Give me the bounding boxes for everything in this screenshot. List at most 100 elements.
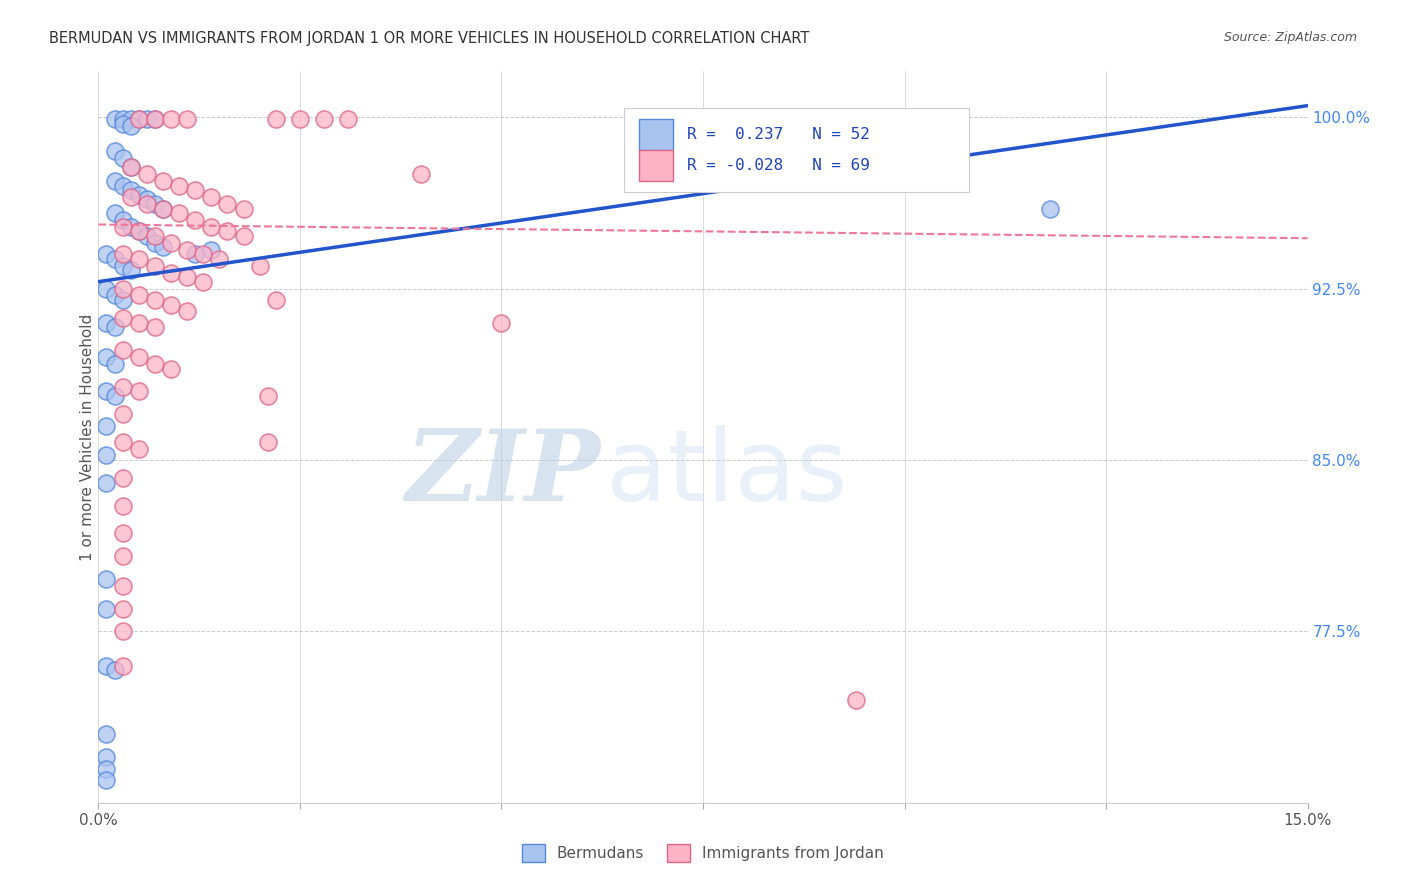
Point <box>111 178 134 193</box>
Point <box>337 112 360 127</box>
Point <box>143 235 166 250</box>
Point <box>176 112 198 127</box>
Point <box>96 601 118 615</box>
Point <box>96 727 118 741</box>
Point <box>152 240 174 254</box>
Point <box>256 389 278 403</box>
FancyBboxPatch shape <box>638 119 673 150</box>
Point <box>193 247 215 261</box>
Point <box>111 112 134 127</box>
Point <box>135 228 157 243</box>
Point <box>103 112 125 127</box>
Point <box>120 263 142 277</box>
Point <box>111 624 134 639</box>
Point <box>103 145 125 159</box>
Point <box>96 572 118 586</box>
Point <box>143 197 166 211</box>
Point <box>111 311 134 326</box>
Point <box>193 275 215 289</box>
Point <box>103 252 125 266</box>
Point <box>111 601 134 615</box>
Point <box>111 151 134 165</box>
Point <box>232 228 254 243</box>
Text: atlas: atlas <box>606 425 848 522</box>
Point <box>152 174 174 188</box>
Point <box>128 112 150 127</box>
Point <box>128 187 150 202</box>
Point <box>160 297 183 311</box>
Text: R = -0.028   N = 69: R = -0.028 N = 69 <box>688 158 870 173</box>
Point <box>111 658 134 673</box>
Point <box>96 418 118 433</box>
Point <box>120 161 142 175</box>
Point <box>96 448 118 462</box>
Text: Source: ZipAtlas.com: Source: ZipAtlas.com <box>1223 31 1357 45</box>
FancyBboxPatch shape <box>638 151 673 181</box>
Point <box>111 219 134 234</box>
Point <box>103 288 125 302</box>
Point <box>167 178 190 193</box>
Point <box>111 407 134 421</box>
Point <box>176 243 198 257</box>
Point <box>176 270 198 285</box>
Point <box>103 320 125 334</box>
Point <box>135 112 157 127</box>
Point <box>128 224 150 238</box>
Point <box>491 316 513 330</box>
Point <box>128 288 150 302</box>
Point <box>128 350 150 364</box>
Point <box>96 750 118 764</box>
Point <box>184 183 207 197</box>
Point <box>143 112 166 127</box>
Point <box>128 316 150 330</box>
Point <box>103 206 125 220</box>
Point <box>200 219 222 234</box>
Text: ZIP: ZIP <box>405 425 600 522</box>
Point <box>208 252 231 266</box>
Point <box>111 579 134 593</box>
Point <box>128 252 150 266</box>
Point <box>128 442 150 456</box>
Point <box>160 361 183 376</box>
Point <box>845 693 868 707</box>
Point <box>120 119 142 133</box>
Text: R =  0.237   N = 52: R = 0.237 N = 52 <box>688 127 870 142</box>
Point <box>143 357 166 371</box>
Point <box>135 167 157 181</box>
Point <box>409 167 432 181</box>
Point <box>111 117 134 131</box>
Point <box>111 549 134 563</box>
Point <box>217 197 239 211</box>
Point <box>135 197 157 211</box>
Point <box>249 259 271 273</box>
Point <box>103 357 125 371</box>
Point <box>96 658 118 673</box>
Point <box>143 259 166 273</box>
Legend: Bermudans, Immigrants from Jordan: Bermudans, Immigrants from Jordan <box>516 838 890 868</box>
Point <box>217 224 239 238</box>
Point <box>96 350 118 364</box>
Point <box>143 320 166 334</box>
Point <box>200 190 222 204</box>
Point <box>111 499 134 513</box>
Point <box>103 389 125 403</box>
Point <box>232 202 254 216</box>
Point <box>264 293 287 307</box>
Point <box>96 384 118 399</box>
Point <box>103 174 125 188</box>
Point <box>256 434 278 449</box>
Point <box>128 112 150 127</box>
Point <box>103 663 125 677</box>
Point <box>96 247 118 261</box>
Point <box>152 202 174 216</box>
Point <box>120 219 142 234</box>
Point <box>120 190 142 204</box>
Point <box>111 526 134 541</box>
Point <box>176 304 198 318</box>
Point <box>160 112 183 127</box>
Point <box>143 293 166 307</box>
Point <box>111 380 134 394</box>
Point <box>96 475 118 490</box>
FancyBboxPatch shape <box>624 108 969 192</box>
Point <box>111 213 134 227</box>
